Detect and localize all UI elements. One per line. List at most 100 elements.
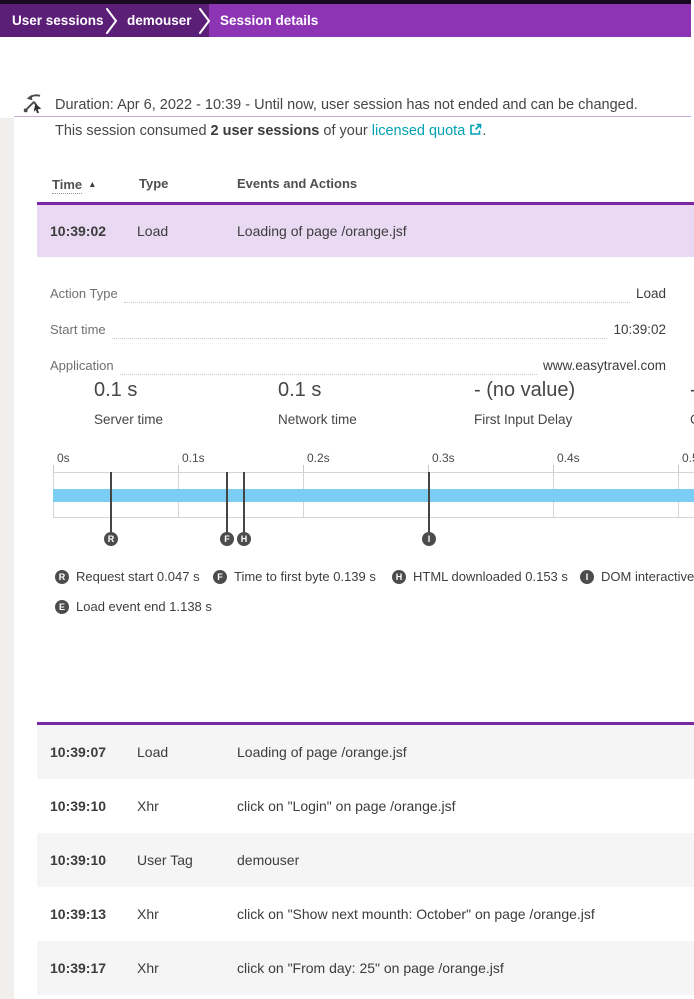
metric-server-time: 0.1 s Server time bbox=[94, 378, 163, 428]
marker-stem bbox=[243, 472, 245, 533]
legend-label: DOM interactive 0.301 s bbox=[601, 569, 694, 584]
legend-badge: E bbox=[55, 599, 69, 614]
metric-first-input-delay: - (no value) First Input Delay bbox=[474, 378, 575, 428]
legend-badge: H bbox=[392, 569, 406, 584]
detail-label: Action Type bbox=[50, 286, 118, 301]
row-action: click on "Login" on page /orange.jsf bbox=[237, 798, 456, 814]
dotted-leader bbox=[111, 337, 608, 339]
breadcrumb-chevron-icon bbox=[106, 8, 118, 34]
marker-badge-html-downloaded: H bbox=[237, 532, 251, 546]
metric-value: - (no value) bbox=[474, 379, 576, 401]
metric-label: Server time bbox=[94, 412, 164, 427]
axis-tick bbox=[553, 465, 554, 472]
legend-label: Request start 0.047 s bbox=[76, 569, 200, 584]
marker-stem bbox=[110, 472, 112, 533]
row-time: 10:39:17 bbox=[50, 960, 107, 976]
row-type: Load bbox=[137, 744, 169, 760]
legend-item-request-start: R Request start 0.047 s bbox=[55, 569, 200, 584]
row-time: 10:39:10 bbox=[50, 798, 107, 814]
metric-value: - (no value) bbox=[690, 378, 694, 402]
licensed-quota-link[interactable]: licensed quota bbox=[371, 123, 466, 139]
table-row-selected[interactable]: 10:39:02 Load Loading of page /orange.js… bbox=[37, 205, 694, 257]
column-header-type: Type bbox=[139, 176, 169, 191]
row-type: Load bbox=[137, 223, 169, 239]
axis-tick-label: 0.2s bbox=[307, 451, 330, 465]
timeline-bottom-line bbox=[53, 517, 694, 518]
notice-duration-text: Duration: Apr 6, 2022 - 10:39 - Until no… bbox=[55, 97, 638, 113]
row-action: Loading of page /orange.jsf bbox=[237, 223, 407, 239]
row-type: User Tag bbox=[137, 852, 193, 868]
metric-value: 0.1 s bbox=[94, 379, 138, 401]
metric-network-time: 0.1 s Network time bbox=[278, 378, 357, 428]
notice-consumed-prefix: This session consumed bbox=[55, 123, 211, 139]
metric-label: First Input Delay bbox=[474, 412, 573, 427]
sort-ascending-icon: ▲ bbox=[88, 179, 97, 189]
metric-label: Cumulative Layout Shift bbox=[690, 412, 694, 428]
legend-badge: I bbox=[580, 569, 594, 584]
row-action: click on "From day: 25" on page /orange.… bbox=[237, 960, 504, 976]
row-time: 10:39:10 bbox=[50, 852, 107, 868]
axis-tick bbox=[428, 465, 429, 472]
timeline-duration-bar bbox=[53, 489, 694, 502]
legend-badge: R bbox=[55, 569, 69, 584]
table-row[interactable]: 10:39:13 Xhr click on "Show next mounth:… bbox=[37, 887, 694, 941]
notice-consumed-mid: of your bbox=[319, 123, 372, 139]
session-flow-icon bbox=[23, 94, 42, 114]
axis-tick-label: 0s bbox=[57, 451, 70, 465]
row-type: Xhr bbox=[137, 960, 159, 976]
application-link[interactable]: www.easytravel.com bbox=[542, 358, 666, 373]
notice-period: . bbox=[482, 123, 487, 139]
row-time: 10:39:02 bbox=[50, 223, 107, 239]
detail-value: 10:39:02 bbox=[613, 322, 666, 337]
detail-label: Start time bbox=[50, 322, 106, 337]
breadcrumb-item-demouser[interactable]: demouser bbox=[127, 13, 192, 28]
row-time: 10:39:07 bbox=[50, 744, 107, 760]
table-row[interactable]: 10:39:17 Xhr click on "From day: 25" on … bbox=[37, 941, 694, 995]
column-header-time-label[interactable]: Time bbox=[52, 177, 83, 194]
legend-badge: F bbox=[213, 569, 227, 584]
axis-tick-label: 0.4s bbox=[557, 451, 580, 465]
legend-label: HTML downloaded 0.153 s bbox=[413, 569, 568, 584]
table-row[interactable]: 10:39:10 User Tag demouser bbox=[37, 833, 694, 887]
legend-item-load-event-end: E Load event end 1.138 s bbox=[55, 599, 212, 614]
detail-value: Load bbox=[635, 286, 666, 301]
detail-row-start-time: Start time 10:39:02 bbox=[50, 322, 666, 342]
timeline-top-line bbox=[53, 472, 694, 473]
detail-label: Application bbox=[50, 358, 114, 373]
table-row[interactable]: 10:39:10 Xhr click on "Login" on page /o… bbox=[37, 779, 694, 833]
window-top-strip bbox=[0, 0, 691, 4]
legend-label: Load event end 1.138 s bbox=[76, 599, 212, 614]
notice-bottom-border bbox=[14, 116, 691, 117]
axis-tick-label: 0.1s bbox=[182, 451, 205, 465]
axis-tick bbox=[678, 465, 679, 472]
table-row[interactable]: 10:39:07 Load Loading of page /orange.js… bbox=[37, 725, 694, 779]
notice-banner: Duration: Apr 6, 2022 - 10:39 - Until no… bbox=[0, 37, 694, 139]
axis-tick-label: 0.5s bbox=[682, 451, 694, 465]
legend-item-dom-interactive: I DOM interactive 0.301 s bbox=[580, 569, 694, 584]
selected-row-top-border bbox=[37, 202, 694, 205]
axis-tick bbox=[53, 465, 54, 472]
external-link-icon[interactable] bbox=[469, 123, 482, 136]
row-time: 10:39:13 bbox=[50, 906, 107, 922]
row-type: Xhr bbox=[137, 798, 159, 814]
metric-clipped: - (no value) Cumulative Layout Shift bbox=[690, 378, 694, 428]
dotted-leader bbox=[123, 301, 630, 303]
legend-label: Time to first byte 0.139 s bbox=[234, 569, 376, 584]
notice-consumption-text: This session consumed 2 user sessions of… bbox=[55, 123, 486, 139]
breadcrumb-chevron-icon bbox=[199, 8, 211, 34]
marker-badge-dom-interactive: I bbox=[422, 532, 436, 546]
breadcrumb-item-user-sessions[interactable]: User sessions bbox=[12, 13, 104, 28]
breadcrumb-item-session-details: Session details bbox=[220, 13, 319, 28]
metric-value: 0.1 s bbox=[278, 379, 322, 401]
events-section-top-border bbox=[37, 722, 694, 725]
detail-row-application: Application www.easytravel.com bbox=[50, 358, 666, 378]
metric-label: Network time bbox=[278, 412, 357, 427]
row-type: Xhr bbox=[137, 906, 159, 922]
row-action: demouser bbox=[237, 852, 300, 868]
column-header-time[interactable]: Time ▲ bbox=[52, 174, 97, 194]
legend-item-time-to-first-byte: F Time to first byte 0.139 s bbox=[213, 569, 376, 584]
left-gutter bbox=[0, 118, 14, 999]
breadcrumb-dark-bg bbox=[0, 4, 209, 37]
detail-row-action-type: Action Type Load bbox=[50, 286, 666, 306]
axis-tick bbox=[178, 465, 179, 472]
